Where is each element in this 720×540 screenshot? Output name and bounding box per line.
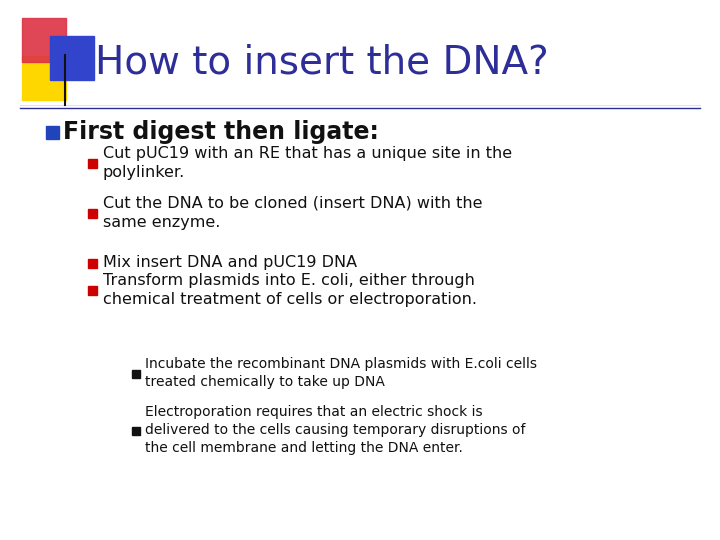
Bar [22, 56, 66, 100]
Bar [88, 209, 97, 218]
Text: Transform plasmids into E. coli, either through
chemical treatment of cells or e: Transform plasmids into E. coli, either … [103, 273, 477, 307]
Bar [50, 36, 94, 80]
Text: First digest then ligate:: First digest then ligate: [63, 120, 379, 144]
Bar [46, 126, 59, 139]
Bar [132, 427, 140, 435]
Bar [22, 18, 66, 62]
Bar [132, 370, 140, 378]
Bar [88, 159, 97, 168]
Text: Electroporation requires that an electric shock is
delivered to the cells causin: Electroporation requires that an electri… [145, 404, 526, 455]
Text: Mix insert DNA and pUC19 DNA: Mix insert DNA and pUC19 DNA [103, 255, 357, 271]
Text: Cut pUC19 with an RE that has a unique site in the
polylinker.: Cut pUC19 with an RE that has a unique s… [103, 146, 512, 180]
Text: Incubate the recombinant DNA plasmids with E.coli cells
treated chemically to ta: Incubate the recombinant DNA plasmids wi… [145, 357, 537, 389]
Bar [88, 286, 97, 295]
Text: How to insert the DNA?: How to insert the DNA? [95, 43, 549, 81]
Text: Cut the DNA to be cloned (insert DNA) with the
same enzyme.: Cut the DNA to be cloned (insert DNA) wi… [103, 195, 482, 231]
Bar [88, 259, 97, 268]
